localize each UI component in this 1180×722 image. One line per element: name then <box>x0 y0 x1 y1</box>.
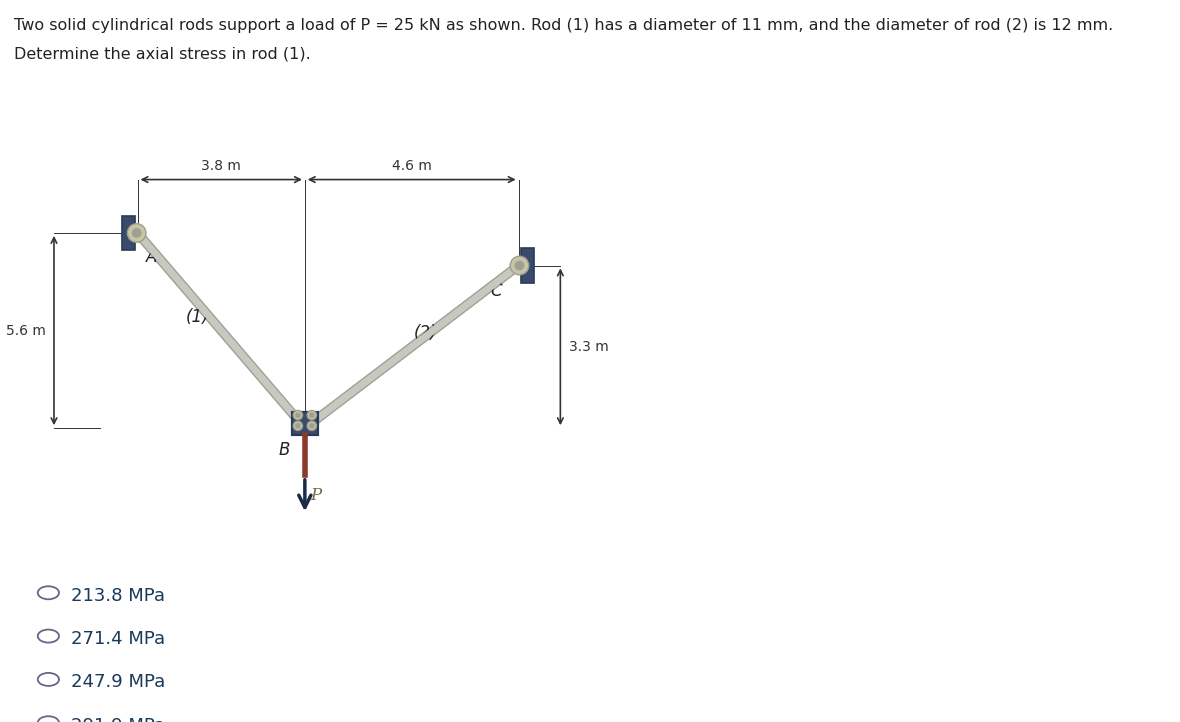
Text: C: C <box>491 282 503 300</box>
Text: 3.3 m: 3.3 m <box>569 340 609 354</box>
Text: 213.8 MPa: 213.8 MPa <box>71 587 165 604</box>
Text: 271.4 MPa: 271.4 MPa <box>71 630 165 648</box>
Circle shape <box>294 421 302 430</box>
Text: Two solid cylindrical rods support a load of P = 25 kN as shown. Rod (1) has a d: Two solid cylindrical rods support a loa… <box>14 18 1114 33</box>
Circle shape <box>309 413 314 417</box>
Text: (1): (1) <box>186 308 210 326</box>
Bar <box>123 216 136 251</box>
Bar <box>293 412 317 435</box>
Circle shape <box>516 261 524 270</box>
Circle shape <box>132 229 140 237</box>
Circle shape <box>510 256 529 275</box>
Circle shape <box>307 421 316 430</box>
Text: B: B <box>278 441 289 459</box>
Text: A: A <box>146 248 157 266</box>
Circle shape <box>296 424 300 428</box>
Text: (2): (2) <box>414 324 438 342</box>
Text: Determine the axial stress in rod (1).: Determine the axial stress in rod (1). <box>14 47 310 62</box>
Text: 5.6 m: 5.6 m <box>6 323 46 338</box>
Circle shape <box>307 411 316 419</box>
Circle shape <box>309 424 314 428</box>
Text: 4.6 m: 4.6 m <box>392 159 432 173</box>
Circle shape <box>127 224 146 243</box>
Circle shape <box>294 411 302 419</box>
Polygon shape <box>293 412 317 435</box>
Text: 247.9 MPa: 247.9 MPa <box>71 674 165 691</box>
Text: P: P <box>310 487 321 504</box>
Text: 291.9 MPa: 291.9 MPa <box>71 717 165 722</box>
Text: 3.8 m: 3.8 m <box>202 159 241 173</box>
Circle shape <box>296 413 300 417</box>
Bar <box>520 248 533 283</box>
